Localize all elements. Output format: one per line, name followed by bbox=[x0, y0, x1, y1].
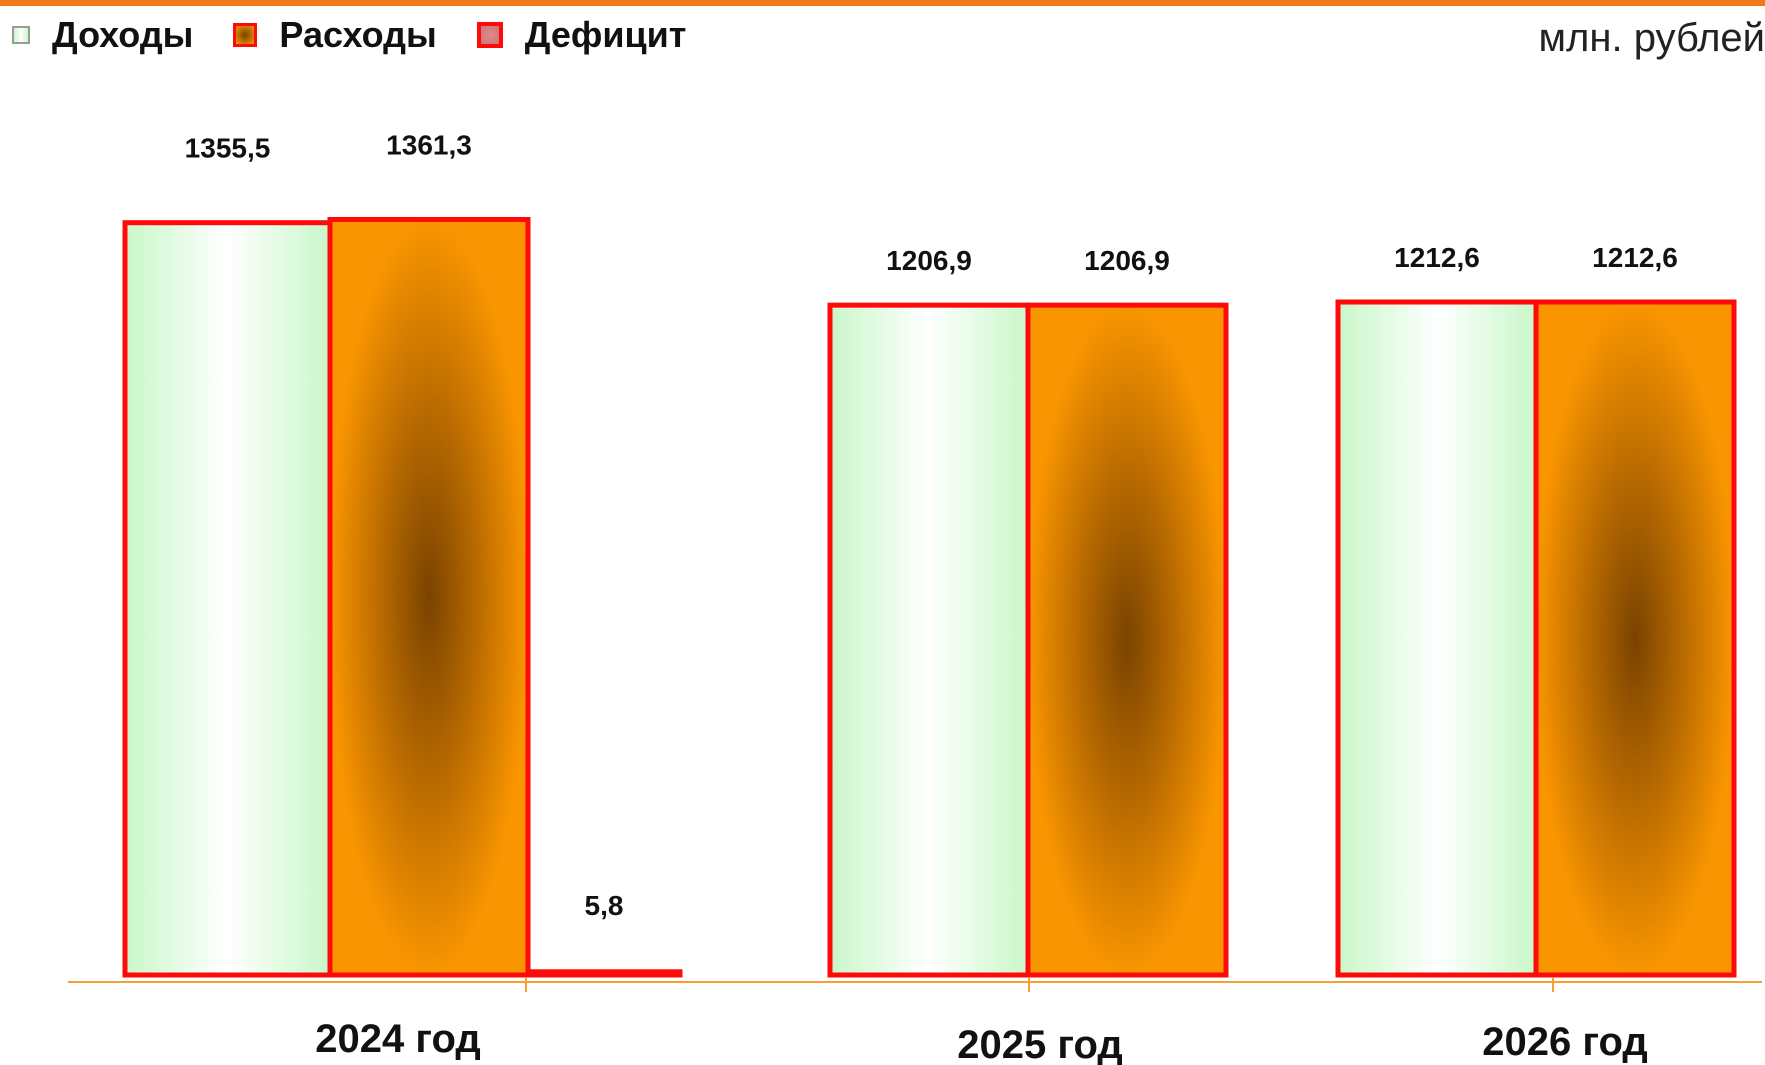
axis-layer bbox=[68, 978, 1762, 992]
value-label-expense-2: 1206,9 bbox=[1084, 245, 1170, 276]
legend-swatch-income bbox=[12, 26, 30, 44]
legend: Доходы Расходы Дефицит bbox=[12, 10, 726, 60]
legend-label-deficit: Дефицит bbox=[524, 14, 687, 55]
legend-label-income: Доходы bbox=[52, 14, 194, 55]
units-label: млн. рублей bbox=[1538, 16, 1765, 60]
legend-swatch-deficit bbox=[476, 22, 503, 48]
legend-item-deficit: Дефицит bbox=[476, 14, 687, 56]
bar-deficit-1 bbox=[525, 969, 683, 978]
value-label-deficit-1: 5,8 bbox=[585, 890, 624, 921]
legend-item-income: Доходы bbox=[12, 14, 193, 56]
bar-income-2 bbox=[827, 302, 1031, 978]
value-label-expense-3: 1212,6 bbox=[1592, 242, 1678, 273]
bar-layer bbox=[122, 216, 1737, 978]
category-label-3: 2026 год bbox=[1482, 1020, 1648, 1064]
legend-swatch-expense bbox=[233, 23, 258, 47]
bar-income-3 bbox=[1335, 299, 1539, 978]
bar-expense-2 bbox=[1025, 302, 1229, 978]
value-label-expense-1: 1361,3 bbox=[386, 129, 472, 160]
category-label-2: 2025 год bbox=[957, 1023, 1123, 1065]
category-label-1: 2024 год bbox=[315, 1017, 481, 1061]
value-label-income-2: 1206,9 bbox=[886, 245, 972, 276]
bar-expense-1 bbox=[327, 216, 531, 978]
legend-item-expense: Расходы bbox=[233, 14, 437, 56]
bar-income-1 bbox=[122, 220, 333, 978]
value-label-income-1: 1355,5 bbox=[185, 133, 271, 164]
top-rule bbox=[0, 0, 1765, 6]
label-layer: 1355,5 1361,3 5,8 2024 год 1206,9 1206,9 2025 … bbox=[185, 129, 1678, 1065]
legend-label-expense: Расходы bbox=[279, 14, 437, 55]
value-label-income-3: 1212,6 bbox=[1394, 242, 1480, 273]
bar-expense-3 bbox=[1533, 299, 1737, 978]
